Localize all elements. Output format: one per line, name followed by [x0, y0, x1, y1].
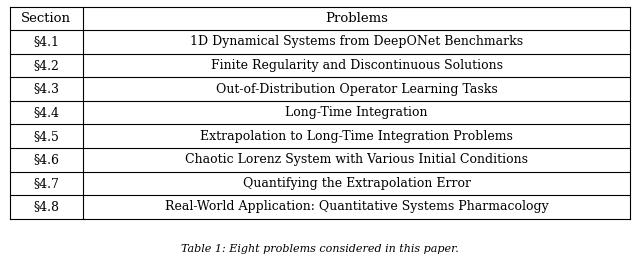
Text: §4.8: §4.8	[33, 200, 60, 213]
Text: Finite Regularity and Discontinuous Solutions: Finite Regularity and Discontinuous Solu…	[211, 59, 502, 72]
Text: §4.7: §4.7	[33, 177, 59, 190]
Text: §4.2: §4.2	[33, 59, 59, 72]
Text: §4.3: §4.3	[33, 83, 60, 96]
Text: §4.1: §4.1	[33, 36, 60, 48]
Text: Long-Time Integration: Long-Time Integration	[285, 106, 428, 119]
Text: §4.4: §4.4	[33, 106, 60, 119]
Text: §4.5: §4.5	[33, 130, 59, 143]
Text: Chaotic Lorenz System with Various Initial Conditions: Chaotic Lorenz System with Various Initi…	[185, 153, 528, 166]
Text: Real-World Application: Quantitative Systems Pharmacology: Real-World Application: Quantitative Sys…	[164, 200, 548, 213]
Text: 1D Dynamical Systems from DeepONet Benchmarks: 1D Dynamical Systems from DeepONet Bench…	[190, 36, 523, 48]
Text: Extrapolation to Long-Time Integration Problems: Extrapolation to Long-Time Integration P…	[200, 130, 513, 143]
Text: §4.6: §4.6	[33, 153, 60, 166]
Text: Quantifying the Extrapolation Error: Quantifying the Extrapolation Error	[243, 177, 470, 190]
Text: Table 1: Eight problems considered in this paper.: Table 1: Eight problems considered in th…	[181, 244, 459, 254]
Text: Problems: Problems	[325, 12, 388, 25]
Text: Out-of-Distribution Operator Learning Tasks: Out-of-Distribution Operator Learning Ta…	[216, 83, 497, 96]
Text: Section: Section	[21, 12, 71, 25]
